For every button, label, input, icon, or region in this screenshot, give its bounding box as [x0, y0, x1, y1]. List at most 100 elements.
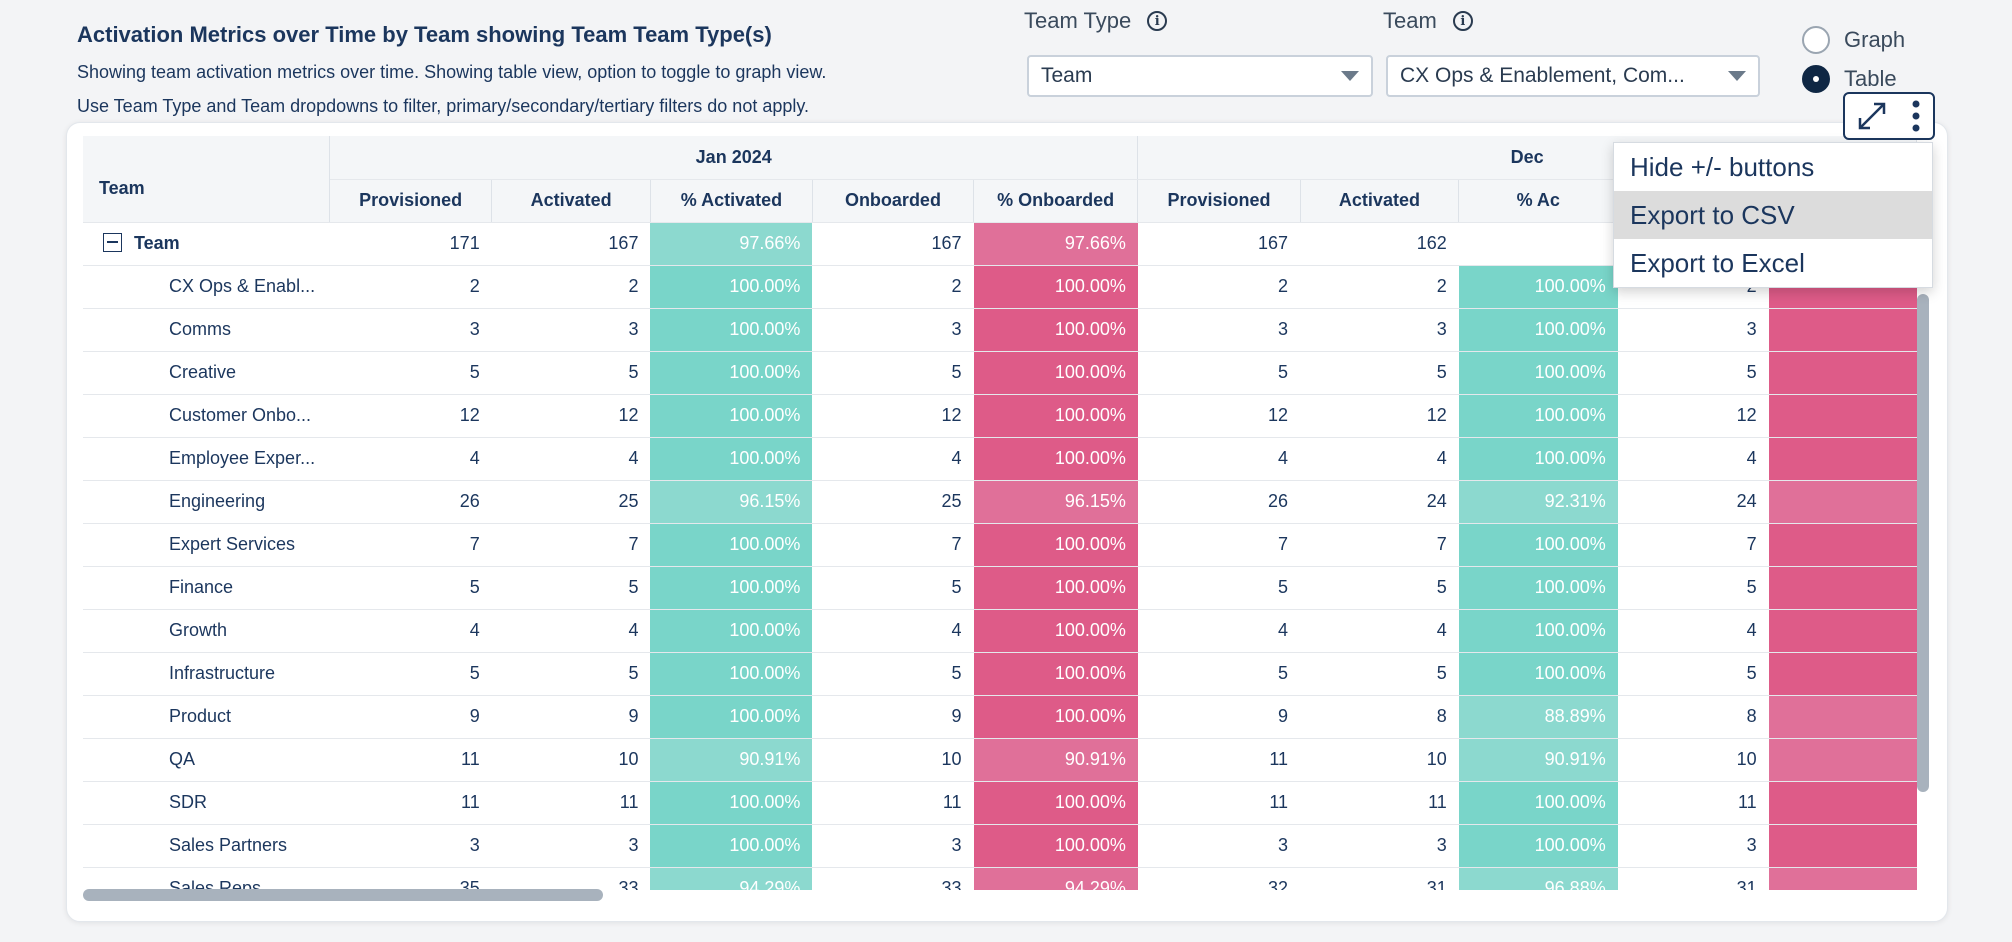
graph-radio[interactable] [1802, 26, 1830, 54]
table-cell: 12 [491, 394, 651, 438]
description-line-1: Showing team activation metrics over tim… [77, 62, 827, 82]
menu-item-export-csv[interactable]: Export to CSV [1614, 191, 1932, 239]
table-cell: 167 [491, 222, 651, 266]
table-row[interactable]: Engineering 26 25 96.15% 25 96.15% 26 24 92.31% 2… [83, 480, 1917, 524]
table-row[interactable]: Comms 3 3 100.00% 3 100.00% 3 3 100.00% 3 [83, 308, 1917, 352]
row-label-text: CX Ops & Enabl... [169, 276, 316, 296]
team-type-dropdown[interactable]: Team [1027, 55, 1373, 97]
table-cell: 100.00% [973, 824, 1138, 868]
table-cell: 167 [1137, 222, 1301, 266]
table-row[interactable]: Product 9 9 100.00% 9 100.00% 9 8 88.89% 8 [83, 695, 1917, 739]
table-row[interactable]: Employee Exper... 4 4 100.00% 4 100.00% 4 4 100.… [83, 437, 1917, 481]
table-cell: 92.31% [1458, 480, 1618, 524]
table-row[interactable]: Sales Partners 3 3 100.00% 3 100.00% 3 3 100.00%… [83, 824, 1917, 868]
table-radio-option[interactable]: Table [1802, 65, 1897, 93]
table-cell: 94.29% [973, 867, 1138, 890]
pivot-table: Team Jan 2024 Dec Provisioned Activated% … [83, 136, 1917, 890]
table-cell: 100.00% [973, 781, 1138, 825]
table-cell: 11 [491, 781, 651, 825]
horizontal-scrollbar[interactable] [83, 889, 603, 901]
table-cell: 100.00% [650, 781, 813, 825]
table-cell: 12 [329, 394, 492, 438]
row-label-text: Infrastructure [169, 663, 276, 683]
column-header[interactable]: % Onboarded [973, 179, 1139, 223]
column-header[interactable]: Provisioned [1137, 179, 1301, 223]
table-row[interactable]: QA 11 10 90.91% 10 90.91% 11 10 90.91% 10 [83, 738, 1917, 782]
more-options-icon[interactable] [1911, 99, 1921, 133]
table-cell: 4 [1617, 437, 1769, 481]
row-label: CX Ops & Enabl... [83, 265, 330, 309]
column-header[interactable]: % Activated [650, 179, 813, 223]
table-cell: 2 [491, 265, 651, 309]
table-cell [1768, 394, 1917, 438]
table-cell: 100.00% [650, 652, 813, 696]
table-cell: 4 [812, 437, 974, 481]
row-label-text: Engineering [169, 491, 266, 511]
table-cell: 96.15% [650, 480, 813, 524]
info-icon[interactable]: i [1147, 11, 1168, 31]
row-label: Team [83, 222, 330, 266]
table-row[interactable]: Sales Reps 35 33 94.29% 33 94.29% 32 31 96.88% 31 [83, 867, 1917, 890]
table-cell: 9 [329, 695, 492, 739]
table-cell: 100.00% [1458, 265, 1618, 309]
table-radio[interactable] [1802, 65, 1830, 93]
row-label: Engineering [83, 480, 330, 524]
table-cell [1768, 695, 1917, 739]
table-cell: 100.00% [973, 265, 1138, 309]
table-row[interactable]: Finance 5 5 100.00% 5 100.00% 5 5 100.00% 5 [83, 566, 1917, 610]
table-row[interactable]: SDR 11 11 100.00% 11 100.00% 11 11 100.00% 11 [83, 781, 1917, 825]
table-row[interactable]: Expert Services 7 7 100.00% 7 100.00% 7 7 100.00… [83, 523, 1917, 567]
team-selected-value: CX Ops & Enablement, Com... [1400, 64, 1685, 87]
column-header[interactable]: Onboarded [812, 179, 975, 223]
collapse-icon[interactable] [103, 232, 122, 252]
row-label-text: Comms [169, 319, 231, 339]
table-cell: 100.00% [973, 308, 1138, 352]
column-header[interactable]: Provisioned [329, 179, 493, 223]
table-cell: 11 [1137, 781, 1301, 825]
table-cell: 100.00% [1458, 609, 1618, 653]
table-cell: 100.00% [650, 308, 813, 352]
table-cell: 9 [812, 695, 974, 739]
table-row[interactable]: Customer Onbo... 12 12 100.00% 12 100.00% 12 12… [83, 394, 1917, 438]
pivot-table-viewport[interactable]: Team Jan 2024 Dec Provisioned Activated% … [83, 136, 1917, 890]
table-cell: 8 [1617, 695, 1769, 739]
row-header-team[interactable]: Team [83, 136, 331, 223]
team-type-label: Team Type i [1024, 8, 1168, 34]
vertical-scrollbar[interactable] [1917, 294, 1929, 792]
table-cell: 94.29% [650, 867, 813, 890]
table-cell: 100.00% [973, 351, 1138, 395]
table-row[interactable]: Growth 4 4 100.00% 4 100.00% 4 4 100.00% 4 [83, 609, 1917, 653]
table-row[interactable]: Creative 5 5 100.00% 5 100.00% 5 5 100.00% 5 [83, 351, 1917, 395]
table-cell: 35 [329, 867, 492, 890]
table-cell: 5 [491, 351, 651, 395]
table-cell: 100.00% [650, 824, 813, 868]
column-header[interactable]: Activated [491, 179, 651, 223]
table-cell: 3 [1300, 824, 1459, 868]
table-cell: 90.91% [1458, 738, 1618, 782]
team-dropdown[interactable]: CX Ops & Enablement, Com... [1386, 55, 1760, 97]
team-label: Team i [1383, 8, 1473, 34]
table-row[interactable]: Infrastructure 5 5 100.00% 5 100.00% 5 5 100.00%… [83, 652, 1917, 696]
row-label-text: Expert Services [169, 534, 296, 554]
row-label: Infrastructure [83, 652, 330, 696]
menu-item-export-excel[interactable]: Export to Excel [1630, 247, 1805, 278]
chevron-down-icon [1341, 71, 1359, 81]
table-cell: 100.00% [973, 566, 1138, 610]
graph-radio-option[interactable]: Graph [1802, 26, 1905, 54]
menu-item-hide-buttons[interactable]: Hide +/- buttons [1630, 151, 1815, 182]
table-cell: 10 [491, 738, 651, 782]
table-cell: 100.00% [1458, 566, 1618, 610]
column-header[interactable]: Activated [1300, 179, 1460, 223]
table-cell: 100.00% [1458, 523, 1618, 567]
table-cell: 3 [812, 824, 974, 868]
table-cell: 100.00% [1458, 781, 1618, 825]
row-label: Product [83, 695, 330, 739]
info-icon[interactable]: i [1452, 11, 1473, 31]
column-header[interactable]: % Ac [1458, 179, 1619, 223]
table-cell: 100.00% [973, 394, 1138, 438]
row-label: SDR [83, 781, 330, 825]
table-cell: 12 [1300, 394, 1459, 438]
table-cell: 90.91% [650, 738, 813, 782]
expand-icon[interactable] [1857, 101, 1887, 131]
table-cell: 25 [491, 480, 651, 524]
